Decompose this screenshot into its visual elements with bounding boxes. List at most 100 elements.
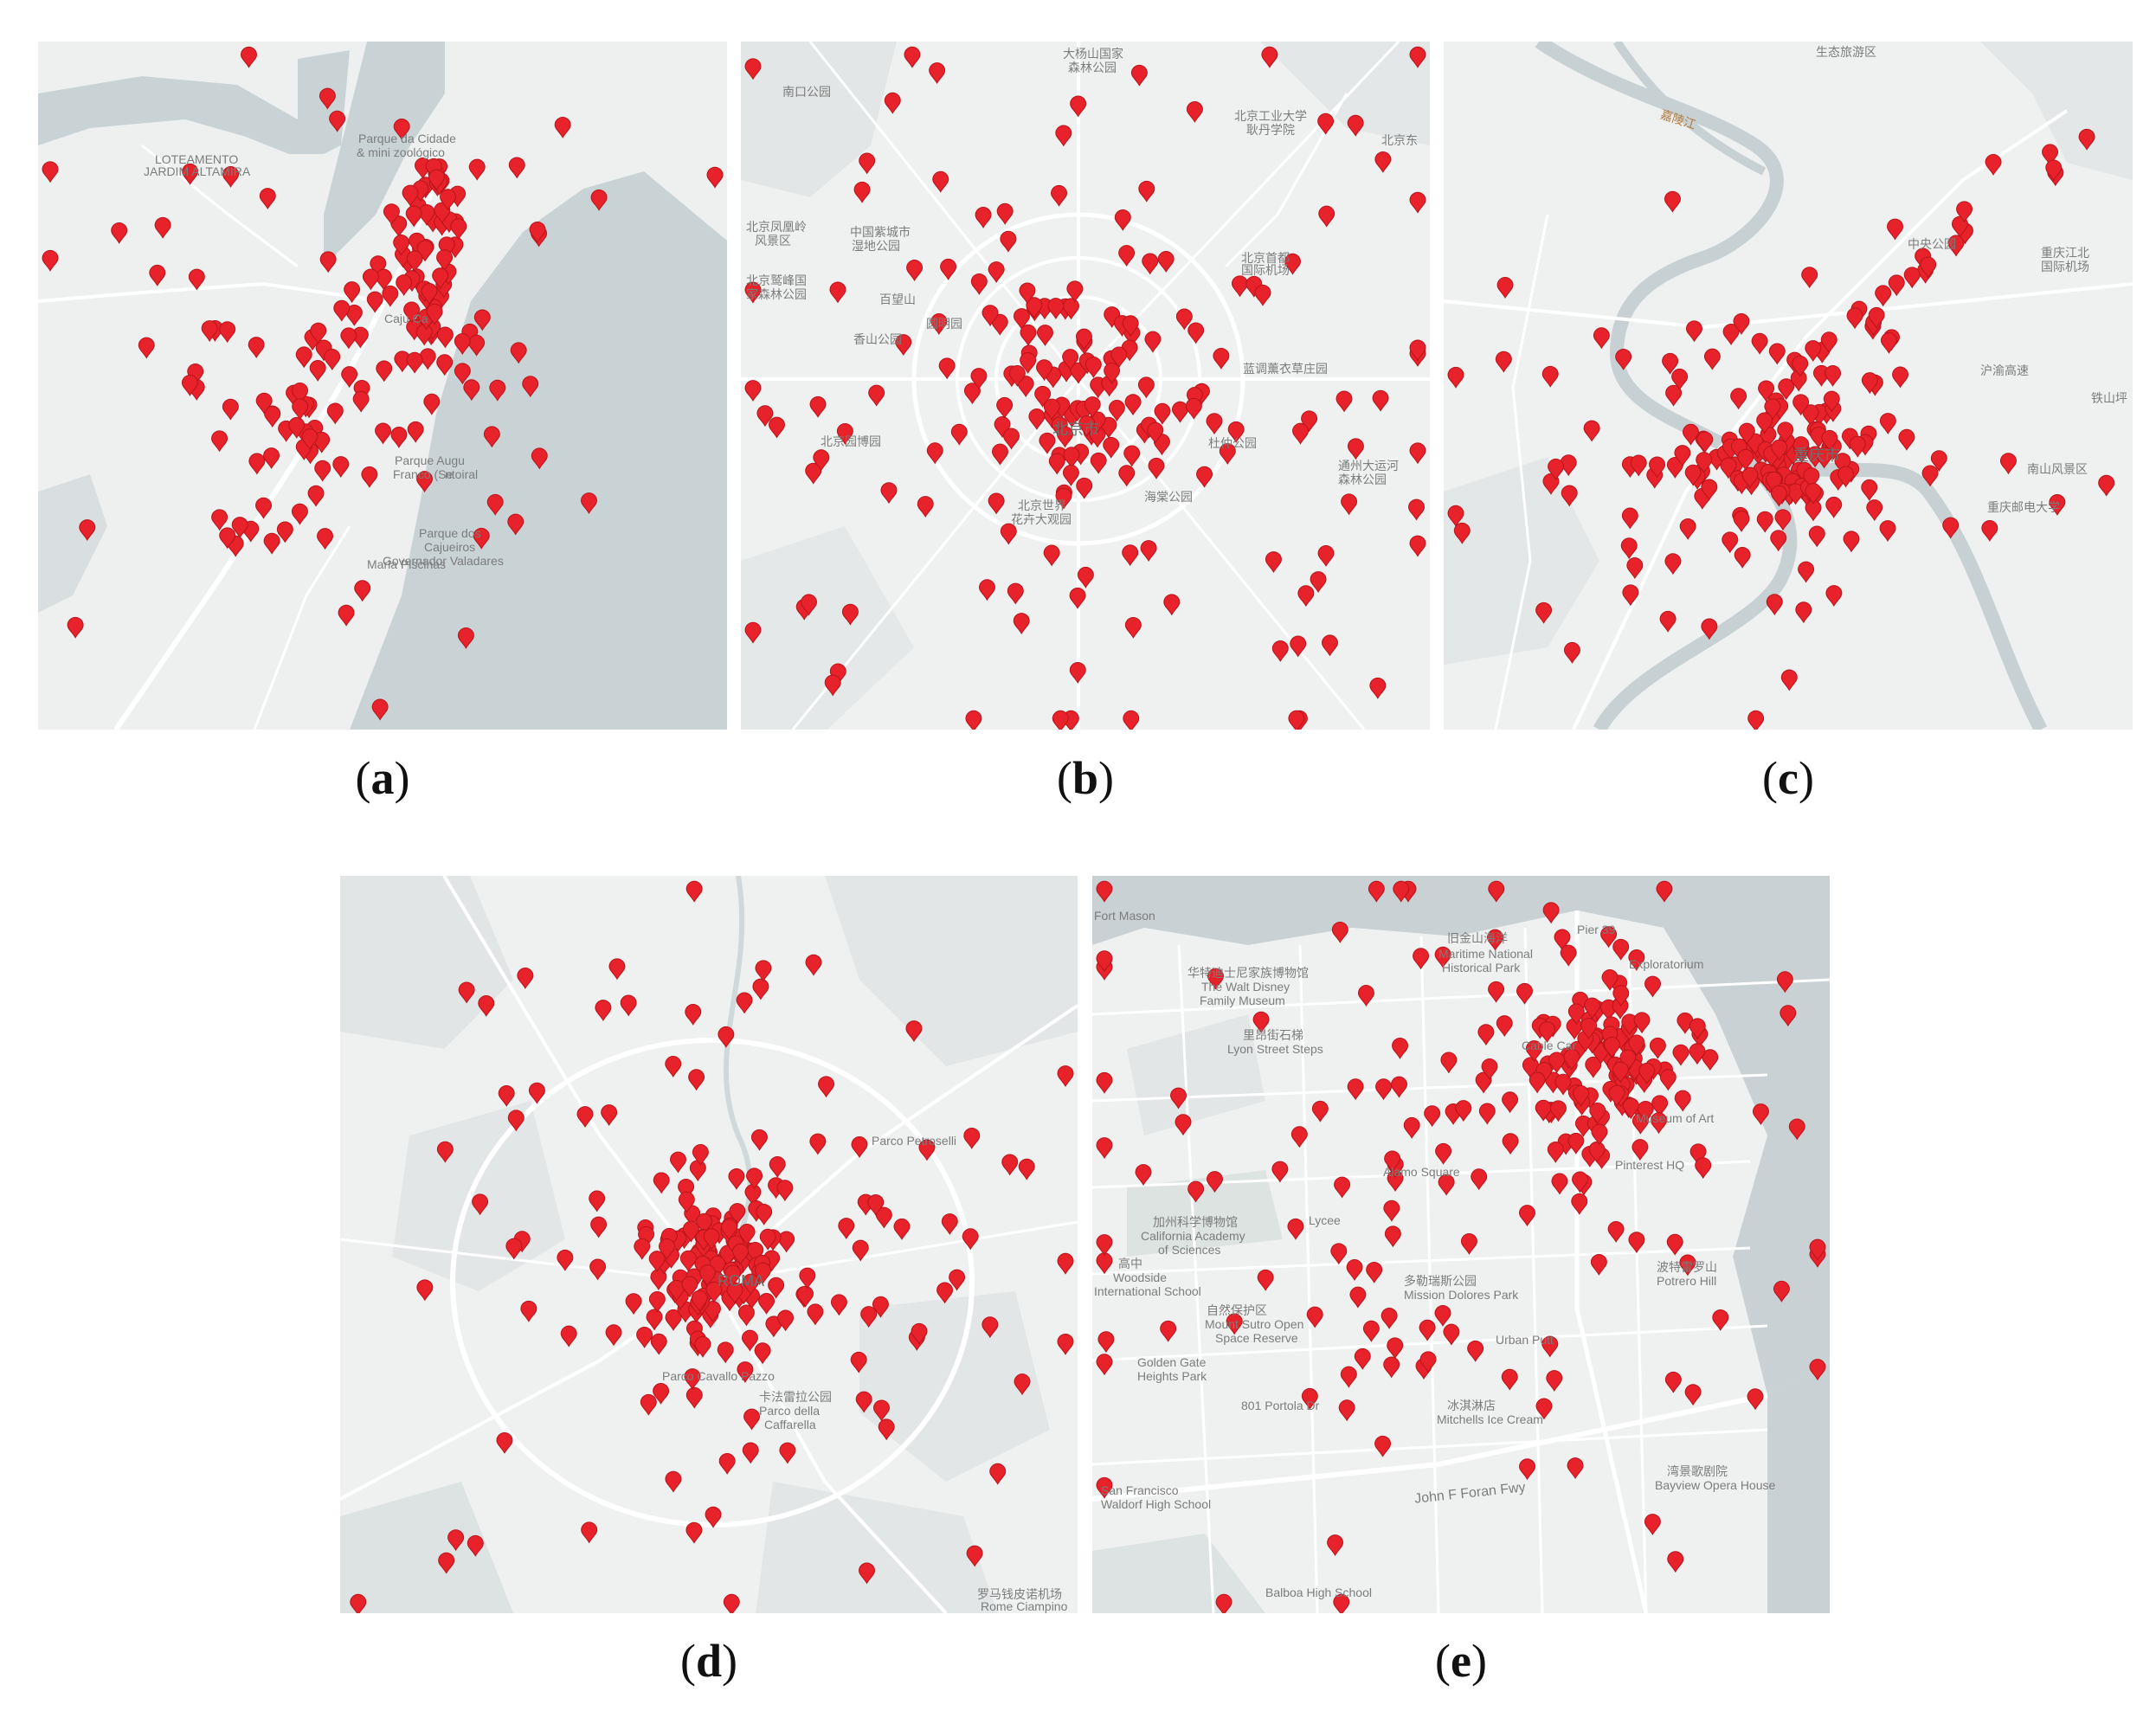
map-pin-marker[interactable] — [248, 453, 266, 475]
map-pin-marker[interactable] — [1674, 445, 1691, 467]
map-pin-marker[interactable] — [1861, 479, 1878, 501]
map-pin-marker[interactable] — [1751, 332, 1768, 355]
map-pin-marker[interactable] — [805, 954, 822, 976]
map-pin-marker[interactable] — [1738, 422, 1755, 445]
map-pin-marker[interactable] — [1013, 308, 1030, 330]
map-pin-marker[interactable] — [1288, 710, 1305, 730]
map-pin-marker[interactable] — [1662, 352, 1679, 375]
map-pin-marker[interactable] — [1043, 398, 1060, 421]
map-pin-marker[interactable] — [905, 1020, 923, 1043]
map-pin-marker[interactable] — [1593, 327, 1610, 350]
map-pin-marker[interactable] — [1301, 1387, 1318, 1410]
map-pin-marker[interactable] — [988, 492, 1005, 515]
map-pin-marker[interactable] — [405, 205, 422, 228]
map-pin-marker[interactable] — [1347, 1078, 1364, 1101]
map-pin-marker[interactable] — [685, 1004, 702, 1026]
map-pin-marker[interactable] — [704, 1300, 721, 1322]
map-pin-marker[interactable] — [362, 268, 379, 291]
map-pin-marker[interactable] — [211, 430, 228, 453]
map-pin-marker[interactable] — [309, 359, 326, 382]
map-pin-marker[interactable] — [1825, 365, 1842, 387]
map-pin-marker[interactable] — [1052, 710, 1069, 730]
map-pin-marker[interactable] — [1644, 975, 1661, 998]
map-pin-marker[interactable] — [1868, 306, 1885, 329]
map-pin-marker[interactable] — [341, 366, 358, 389]
map-pin-marker[interactable] — [1535, 1398, 1553, 1420]
map-pin-marker[interactable] — [2078, 128, 2095, 151]
map-pin-marker[interactable] — [867, 1194, 885, 1216]
map-pin-marker[interactable] — [1076, 477, 1093, 499]
map-pin-marker[interactable] — [1554, 1073, 1572, 1096]
map-pin-marker[interactable] — [2098, 474, 2115, 497]
map-pin-marker[interactable] — [1733, 511, 1750, 532]
map-pin-marker[interactable] — [255, 392, 273, 415]
map-pin-marker[interactable] — [1084, 357, 1102, 378]
map-pin-marker[interactable] — [1612, 985, 1630, 1007]
map-pin-marker[interactable] — [759, 1228, 776, 1251]
map-pin-marker[interactable] — [1591, 1123, 1608, 1146]
map-pin-marker[interactable] — [1096, 880, 1113, 903]
map-pin-marker[interactable] — [665, 1309, 682, 1331]
map-pin-marker[interactable] — [746, 1167, 763, 1190]
map-pin-marker[interactable] — [1603, 1036, 1620, 1058]
map-pin-marker[interactable] — [1612, 938, 1630, 961]
map-pin-marker[interactable] — [836, 422, 853, 445]
map-pin-marker[interactable] — [531, 447, 548, 470]
map-pin-marker[interactable] — [371, 698, 389, 721]
map-pin-marker[interactable] — [1036, 359, 1053, 382]
map-pin-marker[interactable] — [1147, 421, 1164, 444]
map-pin-marker[interactable] — [1656, 880, 1673, 903]
map-pin-marker[interactable] — [1135, 1164, 1152, 1187]
map-pin-marker[interactable] — [678, 1191, 695, 1213]
map-pin-marker[interactable] — [1077, 566, 1094, 589]
map-pin-marker[interactable] — [911, 1322, 928, 1345]
map-pin-marker[interactable] — [454, 363, 471, 385]
map-pin-marker[interactable] — [1583, 420, 1600, 442]
map-pin-marker[interactable] — [1383, 1200, 1400, 1222]
map-pin-marker[interactable] — [1608, 1084, 1625, 1107]
map-pin-marker[interactable] — [590, 1216, 608, 1238]
map-pin-marker[interactable] — [646, 1309, 663, 1331]
map-pin-marker[interactable] — [1196, 466, 1213, 488]
map-pin-marker[interactable] — [1000, 230, 1017, 253]
map-pin-marker[interactable] — [932, 170, 949, 193]
map-pin-marker[interactable] — [255, 497, 273, 519]
map-pin-marker[interactable] — [1362, 1320, 1380, 1342]
map-pin-marker[interactable] — [554, 116, 571, 138]
map-pin-marker[interactable] — [1438, 1174, 1455, 1196]
map-pin-marker[interactable] — [868, 384, 885, 407]
map-pin-marker[interactable] — [1097, 1331, 1115, 1354]
map-pin-marker[interactable] — [354, 580, 371, 602]
map-pin-marker[interactable] — [829, 281, 846, 304]
map-pin-marker[interactable] — [978, 579, 995, 601]
map-pin-marker[interactable] — [472, 1193, 489, 1216]
map-pin-marker[interactable] — [2042, 144, 2059, 166]
map-pin-marker[interactable] — [383, 203, 400, 226]
map-pin-marker[interactable] — [1792, 436, 1810, 459]
map-pin-marker[interactable] — [1535, 601, 1553, 624]
map-pin-marker[interactable] — [809, 1133, 827, 1155]
map-pin-marker[interactable] — [1630, 454, 1647, 477]
map-pin-marker[interactable] — [1866, 499, 1883, 522]
map-pin-marker[interactable] — [1306, 1306, 1323, 1328]
map-pin-marker[interactable] — [1460, 1233, 1477, 1255]
map-pin-marker[interactable] — [744, 380, 762, 402]
map-pin-marker[interactable] — [1999, 453, 2017, 475]
map-pin-marker[interactable] — [393, 118, 410, 140]
map-pin-marker[interactable] — [941, 1213, 958, 1236]
map-pin-marker[interactable] — [1475, 1071, 1492, 1094]
map-pin-marker[interactable] — [1637, 1100, 1654, 1122]
map-pin-marker[interactable] — [463, 379, 480, 402]
map-pin-marker[interactable] — [1013, 613, 1030, 635]
map-pin-marker[interactable] — [1170, 1087, 1187, 1110]
map-pin-marker[interactable] — [478, 994, 495, 1017]
map-pin-marker[interactable] — [1144, 331, 1162, 353]
map-pin-marker[interactable] — [737, 1361, 754, 1384]
map-pin-marker[interactable] — [1780, 1005, 1797, 1027]
map-pin-marker[interactable] — [799, 1267, 816, 1290]
map-pin-marker[interactable] — [416, 471, 434, 493]
map-pin-marker[interactable] — [996, 203, 1014, 225]
map-pin-marker[interactable] — [436, 1141, 454, 1163]
map-pin-marker[interactable] — [685, 1521, 703, 1544]
map-pin-marker[interactable] — [1801, 267, 1818, 289]
